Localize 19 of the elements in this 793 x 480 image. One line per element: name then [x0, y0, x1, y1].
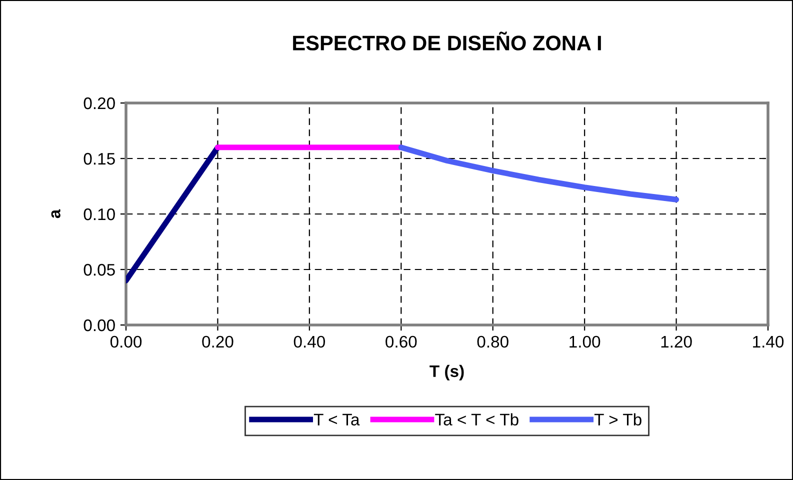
y-tick-label: 0.10 [84, 208, 115, 220]
y-tick-label: 0.00 [84, 319, 115, 332]
y-axis-title: a [51, 209, 60, 218]
x-tick-label: 0.60 [386, 336, 417, 348]
legend-label: Ta < T < Tb [435, 413, 518, 426]
x-axis-title: T (s) [430, 364, 464, 380]
x-tick-label: 1.40 [753, 336, 784, 348]
y-tick-label: 0.15 [84, 152, 115, 165]
x-tick-label: 0.40 [294, 336, 325, 348]
x-tick-label: 0.80 [477, 336, 508, 348]
x-tick-label: 1.00 [570, 336, 600, 348]
y-tick-label: 0.20 [84, 97, 115, 110]
x-tick-label: 0.20 [202, 336, 234, 348]
x-tick-label: 1.20 [661, 336, 692, 348]
legend-label: T < Ta [314, 414, 360, 426]
x-tick-label: 0.00 [110, 336, 142, 348]
chart-title: ESPECTRO DE DISEÑO ZONA I [293, 32, 601, 50]
y-tick-label: 0.05 [84, 264, 115, 276]
legend-label: T > Tb [594, 413, 642, 426]
